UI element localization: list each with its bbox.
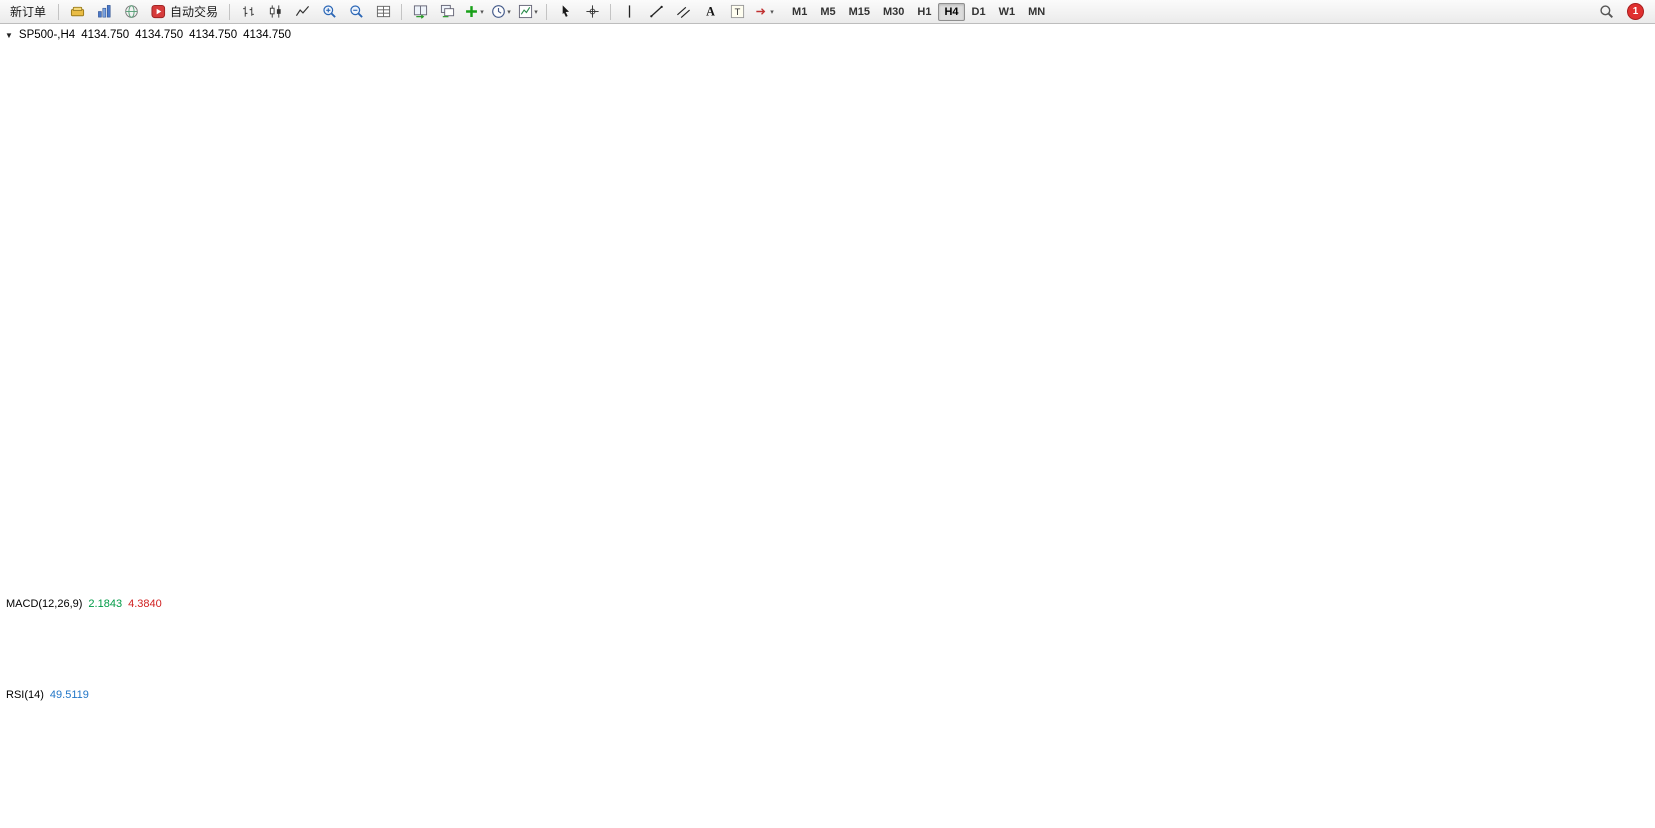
trendline-tool-icon[interactable] (643, 2, 669, 22)
linechart-glyph (295, 5, 309, 17)
timeframe-m5-button[interactable]: M5 (820, 5, 836, 18)
dropdown-caret-icon[interactable]: ▾ (507, 8, 511, 16)
period-menu-icon[interactable]: ▾ (488, 2, 514, 22)
symbol-period-label: SP500-,H4 (18, 29, 76, 41)
zoom-in-glyph (322, 5, 336, 18)
ohlc-low-value: 4134.750 (189, 29, 238, 41)
market-watch-icon[interactable] (91, 2, 117, 22)
timeframe-m30-button[interactable]: M30 (883, 5, 905, 18)
ohlc-bars-chart-icon[interactable] (235, 2, 261, 22)
timeframe-m1-button[interactable]: M1 (792, 5, 808, 18)
timeframe-m15-button[interactable]: M15 (848, 5, 870, 18)
plus-glyph (466, 6, 478, 17)
ohlc-glyph (242, 6, 254, 17)
grid-glyph (376, 5, 390, 18)
clock-glyph (492, 5, 506, 18)
timeframe-group: M1 M5 M15 M30 H1 H4 D1 W1 MN (786, 2, 1051, 21)
macd-indicator-label: MACD(12,26,9) 2.1843 4.3840 (6, 598, 162, 610)
toolbar-right-group: 1 (1593, 2, 1652, 22)
bars-glyph (97, 5, 111, 18)
equidistant-channel-tool-icon[interactable] (670, 2, 696, 22)
channel-glyph (676, 6, 690, 19)
cursor-tool-icon[interactable] (552, 2, 578, 22)
template-glyph (519, 4, 533, 19)
notification-badge[interactable]: 1 (1627, 3, 1644, 20)
candlestick-chart-icon[interactable] (262, 2, 288, 22)
ohlc-close-value: 4134.750 (243, 29, 292, 41)
crosshair-tool-icon[interactable] (579, 2, 605, 22)
tline-glyph (649, 5, 663, 18)
shapes-glyph (756, 8, 766, 15)
arrows-tool-icon[interactable]: ▾ (751, 2, 777, 22)
arrange-glyph (413, 5, 427, 19)
new-order-button[interactable]: 新订单 (10, 4, 47, 19)
cascade-glyph (440, 4, 454, 18)
timeframe-w1-button[interactable]: W1 (998, 5, 1016, 18)
vertical-line-tool-icon[interactable] (616, 2, 642, 22)
line-chart-icon[interactable] (289, 2, 315, 22)
candles-glyph (269, 5, 281, 18)
macd-signal-value: 4.3840 (128, 598, 162, 610)
timeframe-d1-button[interactable]: D1 (971, 5, 986, 18)
rsi-value: 49.5119 (49, 689, 89, 701)
svg-text:A: A (706, 5, 715, 19)
rsi-name: RSI(14) (6, 689, 44, 701)
chart-title: ▼ SP500-,H4 4134.750 4134.750 4134.750 4… (5, 29, 291, 41)
search-glyph (1599, 5, 1613, 18)
toolbar-separator (229, 3, 231, 20)
dropdown-caret-icon[interactable]: ▾ (480, 8, 484, 16)
cascade-windows-icon[interactable] (434, 2, 460, 22)
ohlc-high-value: 4134.750 (135, 29, 184, 41)
macd-main-value: 2.1843 (88, 598, 123, 610)
vline-glyph (628, 5, 630, 18)
template-menu-icon[interactable]: ▾ (515, 2, 541, 22)
zoom-out-icon[interactable] (343, 2, 369, 22)
main-toolbar: 新订单 自动交易 ▾ ▾ ▾ A T ▾ M1 M5 M15 M30 H1 H4 D1 W1 MN 1 (0, 0, 1655, 24)
text-label-tool-icon[interactable]: T (724, 2, 750, 22)
zoom-in-icon[interactable] (316, 2, 342, 22)
gold-glyph (70, 6, 84, 17)
autotrading-glyph (151, 4, 166, 19)
text-a-glyph: A (706, 5, 715, 19)
ohlc-open-value: 4134.750 (81, 29, 130, 41)
tile-windows-icon[interactable] (370, 2, 396, 22)
zoom-out-glyph (349, 5, 363, 18)
toolbar-separator (546, 3, 548, 20)
dropdown-caret-icon[interactable]: ▾ (770, 8, 774, 16)
timeframe-mn-button[interactable]: MN (1028, 5, 1046, 18)
autotrading-button-label: 自动交易 (170, 5, 219, 19)
toolbar-separator (610, 3, 612, 20)
new-chart-button[interactable]: ▾ (461, 2, 487, 22)
svg-text:T: T (734, 7, 740, 17)
toolbar-separator (401, 3, 403, 20)
rsi-indicator-label: RSI(14) 49.5119 (6, 689, 89, 701)
dropdown-caret-icon[interactable]: ▾ (534, 8, 538, 16)
quick-trade-toggle-icon[interactable]: ▼ (5, 30, 13, 40)
search-icon[interactable] (1593, 2, 1619, 22)
cursor-glyph (562, 5, 569, 17)
autotrading-button[interactable]: 自动交易 (145, 2, 224, 22)
macd-name: MACD(12,26,9) (6, 598, 83, 610)
text-t-glyph: T (730, 4, 744, 19)
data-window-icon[interactable] (118, 2, 144, 22)
arrange-windows-icon[interactable] (407, 2, 433, 22)
text-tool-icon[interactable]: A (697, 2, 723, 22)
gold-ingot-icon[interactable] (64, 2, 90, 22)
timeframe-h1-button[interactable]: H1 (917, 5, 932, 18)
crosshair-glyph (585, 5, 599, 18)
globe-glyph (124, 5, 138, 18)
timeframe-h4-button[interactable]: H4 (938, 2, 965, 21)
toolbar-separator (58, 3, 60, 20)
